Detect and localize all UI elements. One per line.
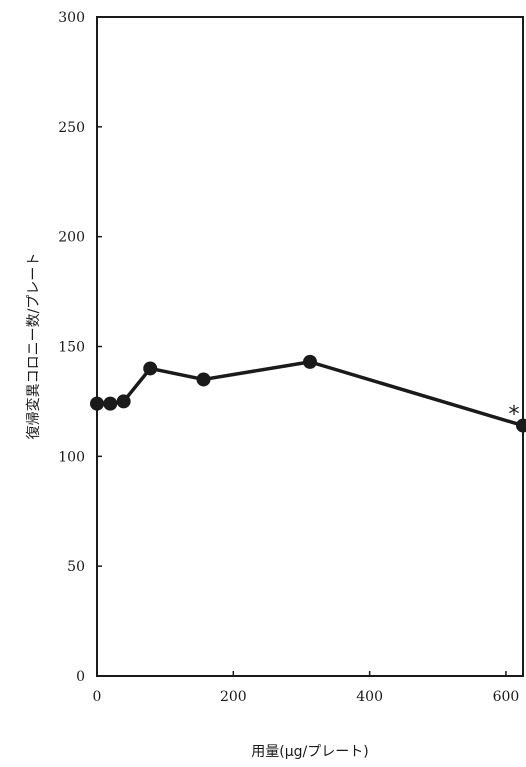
y-axis: 0 50 100 150 200 250 300 [58, 10, 102, 685]
data-point [143, 361, 158, 376]
annotation-layer: * [509, 403, 520, 428]
data-point [103, 396, 118, 411]
data-point [116, 394, 131, 409]
data-point [90, 396, 104, 411]
series-line [97, 360, 524, 428]
y-tick-label: 300 [58, 10, 85, 26]
x-axis-title: 用量(μg/プレート) [251, 744, 368, 760]
x-tick-label: 400 [356, 689, 383, 705]
x-axis: 0 200 400 600 [93, 671, 520, 705]
data-point [516, 418, 526, 433]
data-point [303, 354, 317, 369]
series-layer [90, 354, 526, 433]
y-tick-label: 200 [58, 230, 85, 246]
x-tick-label: 200 [220, 689, 247, 705]
y-tick-label: 100 [58, 449, 85, 465]
y-tick-label: 250 [58, 120, 85, 136]
data-point [196, 372, 211, 387]
x-tick-label: 600 [493, 689, 520, 705]
plot-frame [96, 16, 524, 677]
y-tick-label: 50 [67, 559, 85, 575]
y-axis-title: 復帰変異コロニー数/プレート [25, 253, 42, 440]
x-tick-label: 0 [93, 689, 102, 705]
y-tick-label: 150 [58, 340, 85, 356]
y-tick-label: 0 [76, 669, 85, 685]
significance-annotation: * [509, 403, 520, 428]
